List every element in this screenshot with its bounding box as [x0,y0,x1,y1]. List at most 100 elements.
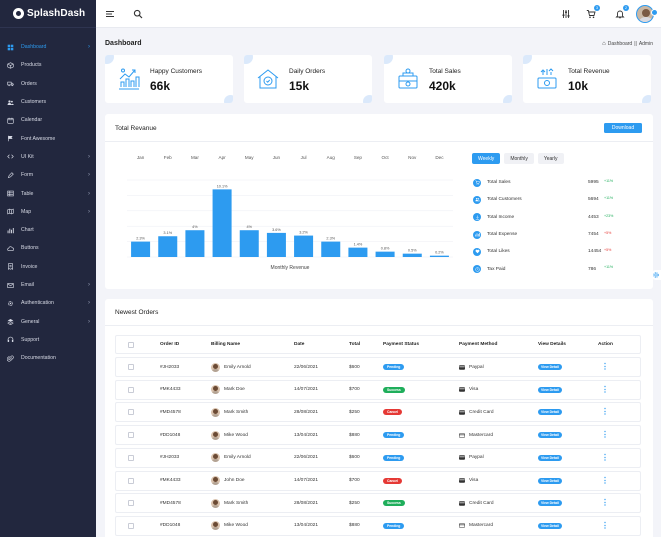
view-detail-button[interactable]: View Detail [538,522,562,529]
bar-feb[interactable] [158,236,178,257]
column-header: Date [294,342,305,347]
tab-weekly[interactable]: Weekly [472,153,501,164]
status-badge: Pending [383,432,405,439]
more-vertical-icon[interactable]: ⋮ [601,452,609,462]
row-checkbox[interactable] [128,432,134,439]
row-checkbox[interactable] [128,522,134,529]
more-vertical-icon[interactable]: ⋮ [601,384,609,394]
bar-apr[interactable] [212,189,232,257]
search-icon[interactable] [132,8,144,20]
view-detail-button[interactable]: View Detail [538,432,562,439]
more-vertical-icon[interactable]: ⋮ [601,430,609,440]
decorative-circle [105,55,114,64]
stat-label: Happy Customers [150,68,203,75]
view-detail-button[interactable]: View Detail [538,454,562,461]
sliders-icon[interactable] [560,8,572,20]
sidebar-item-buttons[interactable]: Buttons [0,239,96,257]
menu-toggle-icon[interactable] [104,8,116,20]
bar-sep[interactable] [348,247,368,257]
tab-monthly[interactable]: Monthly [504,153,534,164]
view-detail-button[interactable]: View Detail [538,409,562,416]
sidebar-item-documentation[interactable]: Documentation [0,349,96,367]
order-date: 28/08/2021 [294,500,319,506]
view-details-cell: View Detail [538,358,562,376]
metric-change: +11% [604,179,614,183]
row-checkbox[interactable] [128,454,134,461]
sidebar-item-authentication[interactable]: Authentication › [0,294,96,312]
billing-name-cell: Emily Arnold [211,449,251,467]
sidebar-item-font-awesome[interactable]: Font Awesome [0,129,96,147]
sidebar-item-dashboard[interactable]: Dashboard › [0,38,96,56]
view-detail-button[interactable]: View Detail [538,364,562,370]
sidebar-item-map[interactable]: Map › [0,203,96,221]
sidebar-item-products[interactable]: Products [0,56,96,74]
sidebar-item-ui-kit[interactable]: UI Kit › [0,148,96,166]
download-button[interactable]: Download [604,123,642,133]
billing-name: Mark Smith [224,409,249,415]
revenue-metrics: Total Sales 5995 +11% Total Customers 5694 +1… [473,174,615,278]
bar-nov[interactable] [402,253,422,257]
support-icon [7,336,14,343]
chevron-right-icon: › [88,318,90,325]
settings-gear-button[interactable] [651,270,661,280]
bar-jul[interactable] [294,235,314,257]
breadcrumb-current[interactable]: Dashboard [607,41,633,47]
sidebar-item-general[interactable]: General › [0,312,96,330]
bell-icon[interactable]: 2 [614,5,629,20]
cart-icon[interactable]: 3 [585,5,600,20]
view-detail-button[interactable]: View Detail [538,386,562,393]
select-all-checkbox[interactable] [128,341,134,348]
view-details-cell: View Detail [538,426,562,444]
row-checkbox[interactable] [128,386,134,393]
sidebar-item-email[interactable]: Email › [0,276,96,294]
more-vertical-icon[interactable]: ⋮ [601,407,609,417]
sidebar-item-table[interactable]: Table › [0,184,96,202]
bar-jan[interactable] [131,241,151,257]
stat-value: 420k [429,79,456,93]
view-details-cell: View Detail [538,472,562,490]
action-cell: ⋮ [601,403,609,421]
view-details-cell: View Detail [538,517,562,535]
bar-jun[interactable] [266,232,286,257]
sidebar-item-customers[interactable]: Customers [0,93,96,111]
row-checkbox[interactable] [128,409,134,416]
bar-aug[interactable] [321,241,341,257]
more-vertical-icon[interactable]: ⋮ [601,475,609,485]
table-row: #MK4433 Mark Doe 14/07/2021 $700 Success Visa… [115,379,641,400]
brand-logo-icon [13,8,24,19]
x-axis-label: Monthly Revenue [271,265,310,271]
bar-data-label: 1.4% [354,243,363,247]
home-icon[interactable]: ⌂ [602,41,606,47]
cart-icon [473,178,481,187]
row-checkbox[interactable] [128,500,134,507]
bar-mar[interactable] [185,230,205,257]
bar-oct[interactable] [375,251,395,257]
bar-dec[interactable] [429,255,449,257]
sidebar-item-calendar[interactable]: Calendar [0,111,96,129]
row-checkbox[interactable] [128,477,134,484]
row-checkbox[interactable] [128,364,134,370]
decorative-circle [363,95,372,103]
bar-may[interactable] [239,230,259,257]
more-vertical-icon[interactable]: ⋮ [601,362,609,371]
view-detail-button[interactable]: View Detail [538,477,562,484]
row-select-cell [128,426,134,444]
sidebar-item-label: Font Awesome [21,135,56,142]
table-row: #JH2033 Emily Arnold 22/06/2021 $600 Pending… [115,447,641,468]
total-sales-icon [396,67,420,91]
sidebar-item-form[interactable]: Form › [0,166,96,184]
tab-yearly[interactable]: Yearly [537,153,564,164]
brand[interactable]: SplashDash [0,0,96,28]
more-vertical-icon[interactable]: ⋮ [601,498,609,508]
sidebar-item-chart[interactable]: Chart [0,221,96,239]
sidebar-item-orders[interactable]: Orders [0,75,96,93]
more-vertical-icon[interactable]: ⋮ [601,520,609,530]
email-icon [7,282,14,289]
sidebar-item-invoice[interactable]: Invoice [0,258,96,276]
view-detail-button[interactable]: View Detail [538,500,562,507]
metric-value: 5995 [588,180,599,186]
status-badge: Cancel [383,477,403,484]
sidebar-item-support[interactable]: Support [0,331,96,349]
order-total: $700 [349,478,360,483]
paypal-icon [459,455,465,461]
